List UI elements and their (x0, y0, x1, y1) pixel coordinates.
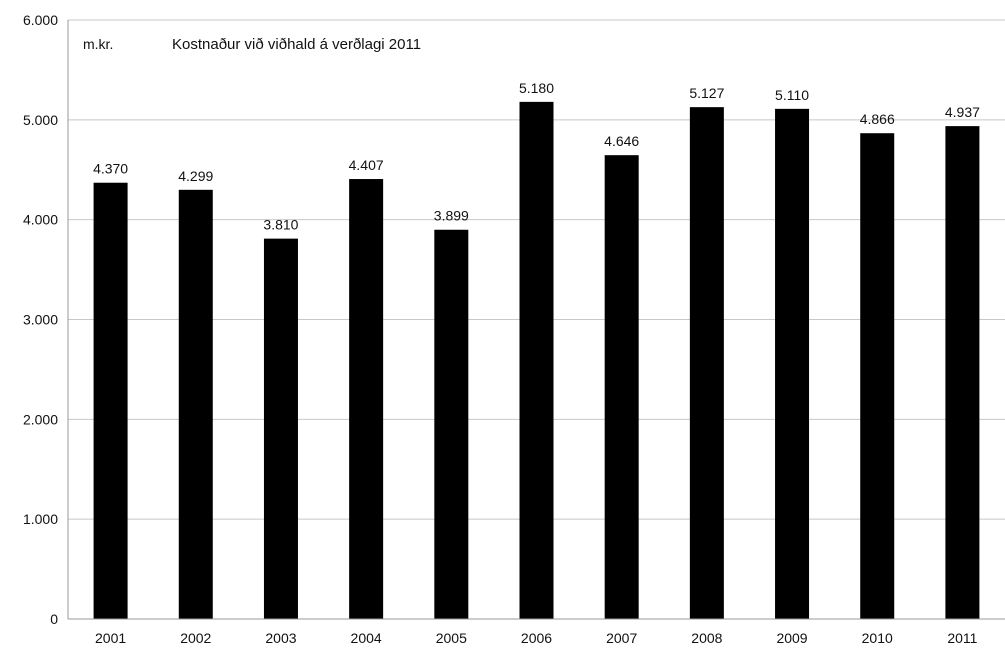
y-tick-label: 4.000 (23, 212, 58, 228)
data-label-2010: 4.866 (860, 111, 895, 127)
x-tick-label-2004: 2004 (351, 630, 382, 646)
bar-2006 (519, 101, 554, 619)
data-label-2003: 3.810 (263, 217, 298, 233)
x-tick-label-2001: 2001 (95, 630, 126, 646)
y-tick-label: 0 (50, 611, 58, 627)
bar-2002 (178, 189, 213, 619)
axes (67, 20, 1005, 620)
data-label-2007: 4.646 (604, 133, 639, 149)
y-tick-label: 1.000 (23, 511, 58, 527)
x-tick-label-2003: 2003 (265, 630, 296, 646)
x-tick-label-2005: 2005 (436, 630, 467, 646)
x-tick-label-2011: 2011 (947, 630, 977, 646)
data-label-2006: 5.180 (519, 80, 554, 96)
y-tick-label: 2.000 (23, 411, 58, 427)
bar-2003 (263, 238, 298, 619)
data-label-2002: 4.299 (178, 168, 213, 184)
x-tick-label-2008: 2008 (691, 630, 722, 646)
x-tick-label-2009: 2009 (776, 630, 807, 646)
bar-2001 (93, 182, 128, 619)
bar-2005 (434, 229, 469, 620)
data-label-2008: 5.127 (689, 85, 724, 101)
data-label-2009: 5.110 (775, 87, 809, 103)
x-tick-label-2007: 2007 (606, 630, 637, 646)
x-tick-label-2002: 2002 (180, 630, 211, 646)
x-tick-label-2010: 2010 (862, 630, 893, 646)
bars (93, 101, 980, 620)
bar-2010 (860, 133, 895, 619)
y-tick-label: 3.000 (23, 312, 58, 328)
x-tick-label-2006: 2006 (521, 630, 552, 646)
chart-title: Kostnaður við viðhald á verðlagi 2011 (172, 36, 421, 53)
y-tick-label: 6.000 (23, 12, 58, 28)
labels: 0 1.000 2.000 3.000 4.000 5.000 6.000 4.370 2001… (23, 12, 980, 646)
data-label-2005: 3.899 (434, 208, 469, 224)
bar-2009 (775, 108, 810, 619)
bar-2004 (349, 179, 384, 620)
data-label-2001: 4.370 (93, 161, 128, 177)
data-label-2011: 4.937 (945, 104, 980, 120)
unit-label: m.kr. (83, 36, 113, 52)
bar-2007 (604, 155, 639, 620)
bar-2011 (945, 126, 980, 619)
data-label-2004: 4.407 (349, 157, 384, 173)
bar-2008 (689, 107, 724, 619)
y-tick-label: 5.000 (23, 112, 58, 128)
